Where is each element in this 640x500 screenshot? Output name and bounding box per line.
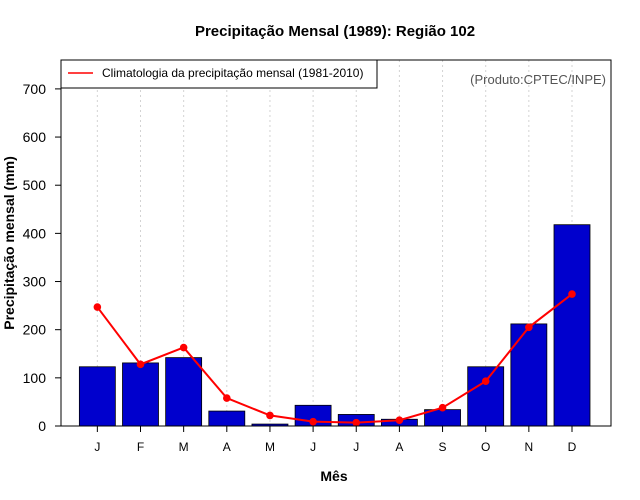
x-tick-label-7: J <box>353 440 359 454</box>
bar-series <box>78 224 591 427</box>
y-tick-label-700: 700 <box>23 81 47 97</box>
y-tick-label-0: 0 <box>38 418 46 434</box>
bar-3 <box>165 357 203 427</box>
y-axis-title: Precipitação mensal (mm) <box>1 156 17 330</box>
climatology-point-3 <box>179 343 188 352</box>
legend: Climatologia da precipitação mensal (198… <box>60 59 378 89</box>
x-tick-label-8: A <box>395 440 403 454</box>
x-tick-label-1: J <box>94 440 100 454</box>
x-axis-title: Mês <box>320 468 347 484</box>
y-tick-label-200: 200 <box>23 322 47 338</box>
bar-2 <box>122 362 159 427</box>
climatology-point-10 <box>481 377 490 386</box>
bar-11 <box>510 323 548 427</box>
chart-title: Precipitação Mensal (1989): Região 102 <box>195 23 475 40</box>
climatology-point-8 <box>395 416 404 425</box>
x-tick-label-9: S <box>439 440 447 454</box>
y-tick-label-500: 500 <box>23 177 47 193</box>
x-tick-label-10: O <box>481 440 490 454</box>
bar-4 <box>208 410 246 427</box>
credit-annotation: (Produto:CPTEC/INPE) <box>470 72 606 87</box>
climatology-point-2 <box>136 360 145 369</box>
y-tick-label-100: 100 <box>23 370 47 386</box>
climatology-line <box>96 293 573 424</box>
legend-label-climatology: Climatologia da precipitação mensal (198… <box>102 66 363 80</box>
x-tick-label-11: N <box>525 440 534 454</box>
climatology-point-4 <box>223 394 231 402</box>
y-tick-label-600: 600 <box>23 129 47 145</box>
y-axis: 0 100 200 300 400 500 600 700 <box>23 81 61 434</box>
climatology-point-6 <box>309 417 317 426</box>
climatology-point-7 <box>352 418 361 427</box>
climatology-point-9 <box>438 403 447 412</box>
x-tick-label-12: D <box>568 440 577 454</box>
climatology-series <box>93 290 576 427</box>
x-tick-label-4: A <box>223 440 231 454</box>
climatology-point-5 <box>266 411 274 420</box>
x-tick-label-6: J <box>310 440 316 454</box>
x-tick-label-5: M <box>265 440 275 454</box>
x-tick-label-3: M <box>179 440 189 454</box>
y-tick-label-400: 400 <box>23 225 47 241</box>
y-tick-label-300: 300 <box>23 274 47 290</box>
bar-12 <box>553 224 591 427</box>
bar-10 <box>467 366 505 427</box>
climatology-point-1 <box>93 303 102 311</box>
climatology-point-12 <box>568 290 576 298</box>
legend-box <box>60 59 378 89</box>
x-tick-label-2: F <box>137 440 144 454</box>
bar-1 <box>78 366 116 427</box>
climatology-point-11 <box>525 323 533 332</box>
